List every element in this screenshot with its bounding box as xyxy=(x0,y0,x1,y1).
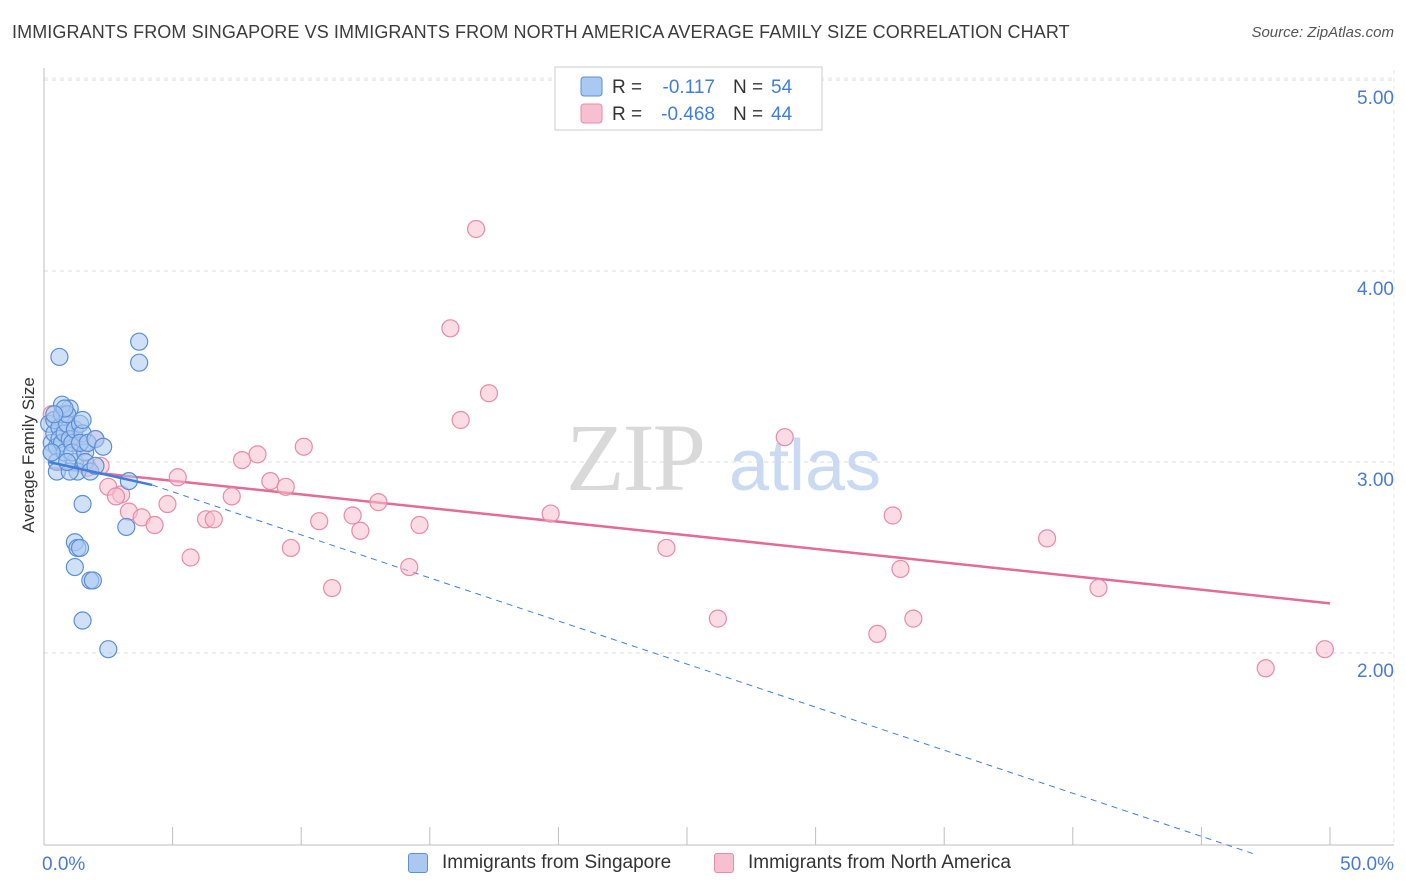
point-north-america-17 xyxy=(204,510,223,529)
legend-n-value-1: 54 xyxy=(771,77,793,98)
point-singapore-44 xyxy=(94,437,113,456)
point-north-america-9 xyxy=(106,487,126,506)
point-north-america-12 xyxy=(145,515,164,535)
legend-swatch-blue xyxy=(408,853,428,873)
legend-r-label-1: R = xyxy=(612,77,642,98)
point-north-america-46 xyxy=(1256,659,1275,678)
point-north-america-23 xyxy=(281,538,301,558)
point-north-america-19 xyxy=(232,450,252,470)
point-north-america-44 xyxy=(1037,529,1057,548)
point-north-america-43 xyxy=(904,609,923,628)
legend-n-label-1: N = xyxy=(733,77,763,98)
trend-lines xyxy=(49,466,1331,855)
chart-title: IMMIGRANTS FROM SINGAPORE VS IMMIGRANTS … xyxy=(12,22,1070,42)
stats-legend: R = -0.117 N = 54 R = -0.468 N = 44 xyxy=(554,66,823,131)
y-axis-label: Average Family Size xyxy=(19,377,38,533)
point-north-america-47 xyxy=(1315,640,1334,659)
point-singapore-47 xyxy=(117,517,136,537)
axis-ticks xyxy=(172,827,1331,845)
point-north-america-22 xyxy=(276,477,295,496)
legend-n-value-2: 44 xyxy=(771,104,793,125)
chart-source: Source: ZipAtlas.com xyxy=(1251,24,1394,41)
y-tick-label-1: 3.00 xyxy=(1357,470,1394,491)
point-north-america-32 xyxy=(441,319,460,338)
point-singapore-20 xyxy=(50,347,69,367)
data-points xyxy=(40,219,1334,678)
point-singapore-41 xyxy=(83,571,102,590)
point-singapore-51 xyxy=(45,405,64,424)
legend-item-singapore[interactable]: Immigrants from Singapore xyxy=(408,852,671,874)
point-singapore-49 xyxy=(130,332,149,351)
legend-r-value-1: -0.117 xyxy=(663,77,715,98)
y-tick-label-2: 4.00 xyxy=(1357,279,1394,300)
x-tick-label-max: 50.0% xyxy=(1340,854,1394,875)
point-singapore-50 xyxy=(130,353,149,372)
legend-swatch-north-america xyxy=(580,103,603,124)
point-north-america-39 xyxy=(775,428,794,447)
point-north-america-40 xyxy=(868,624,887,644)
point-north-america-42 xyxy=(891,559,910,579)
point-singapore-39 xyxy=(73,494,92,514)
y-tick-label-0: 2.00 xyxy=(1357,661,1394,682)
trend-line-north-america xyxy=(49,466,1331,605)
point-singapore-38 xyxy=(65,557,84,577)
trend-line-singapore-extended xyxy=(151,484,1253,855)
x-tick-label-min: 0.0% xyxy=(42,854,85,875)
legend-n-label-2: N = xyxy=(733,104,763,125)
point-north-america-14 xyxy=(168,468,187,487)
point-north-america-18 xyxy=(222,487,241,506)
point-north-america-34 xyxy=(466,219,486,239)
point-singapore-45 xyxy=(86,456,105,475)
point-north-america-37 xyxy=(657,538,676,558)
point-north-america-29 xyxy=(369,493,388,512)
point-north-america-26 xyxy=(322,578,342,598)
point-north-america-25 xyxy=(310,512,329,531)
legend-label-north-america: Immigrants from North America xyxy=(748,852,1011,873)
point-north-america-38 xyxy=(708,609,727,628)
point-north-america-36 xyxy=(541,504,560,523)
trend-line-singapore xyxy=(48,460,153,487)
series-legend: Immigrants from Singapore Immigrants fro… xyxy=(0,852,1406,878)
legend-r-label-2: R = xyxy=(612,104,642,125)
point-north-america-27 xyxy=(343,506,362,525)
point-north-america-33 xyxy=(451,410,470,430)
point-north-america-21 xyxy=(261,472,280,491)
legend-label-singapore: Immigrants from Singapore xyxy=(442,852,672,873)
legend-swatch-singapore xyxy=(580,76,603,97)
watermark-zip: ZIP xyxy=(566,404,704,511)
point-singapore-31 xyxy=(73,410,92,430)
point-north-america-31 xyxy=(410,515,429,535)
point-north-america-15 xyxy=(181,548,200,567)
point-north-america-24 xyxy=(294,437,313,456)
point-north-america-30 xyxy=(400,557,419,577)
point-north-america-45 xyxy=(1089,578,1108,598)
point-north-america-13 xyxy=(158,494,177,514)
legend-item-north-america[interactable]: Immigrants from North America xyxy=(714,852,1011,874)
y-tick-label-3: 5.00 xyxy=(1357,88,1394,109)
point-singapore-46 xyxy=(99,640,118,659)
point-north-america-35 xyxy=(479,384,499,403)
watermark-atlas: atlas xyxy=(729,426,881,506)
point-north-america-28 xyxy=(351,521,370,540)
legend-r-value-2: -0.468 xyxy=(661,104,715,125)
zipatlas-watermark: ZIP atlas xyxy=(566,404,881,511)
point-north-america-20 xyxy=(248,445,267,464)
point-singapore-52 xyxy=(42,443,61,462)
point-singapore-42 xyxy=(73,611,92,630)
point-north-america-41 xyxy=(883,506,902,525)
point-singapore-37 xyxy=(70,538,90,558)
legend-swatch-pink xyxy=(714,853,734,873)
